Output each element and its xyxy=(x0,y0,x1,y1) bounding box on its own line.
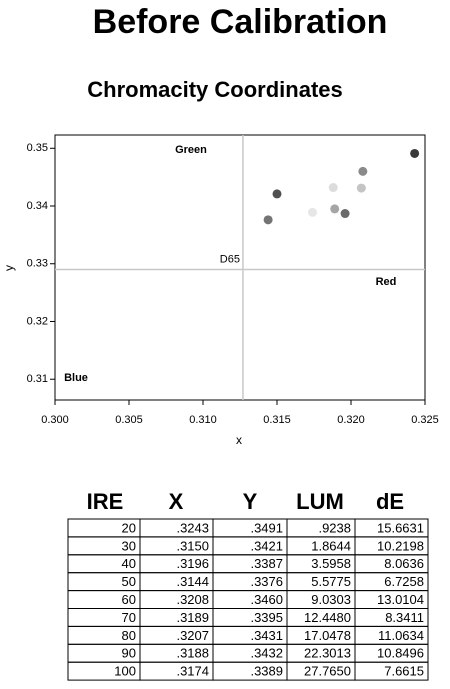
y-tick-label: 0.31 xyxy=(27,373,48,385)
data-point xyxy=(308,207,318,217)
y-tick-label: 0.32 xyxy=(27,315,48,327)
x-tick-label: 0.300 xyxy=(41,414,69,426)
table-value: 5.5775 xyxy=(311,574,351,589)
table-value: .9238 xyxy=(318,520,351,535)
data-point xyxy=(328,183,338,193)
table-value: 11.0634 xyxy=(378,628,424,643)
table-value: 20 xyxy=(122,520,136,535)
plot-frame xyxy=(54,134,426,401)
table-value: .3387 xyxy=(250,556,283,571)
table-value: 17.0478 xyxy=(304,628,351,643)
table-value: 3.5958 xyxy=(311,556,351,571)
y-tick-label: 0.35 xyxy=(27,142,48,154)
table-value: .3188 xyxy=(176,646,209,661)
table-value: 8.3411 xyxy=(385,610,424,625)
table-value: .3460 xyxy=(250,592,283,607)
table-header: IRE xyxy=(87,489,124,514)
table-value: .3389 xyxy=(250,664,283,679)
table-value: 6.7258 xyxy=(384,574,424,589)
data-point xyxy=(330,204,340,214)
table-value: .3432 xyxy=(250,646,283,661)
x-axis-label: x xyxy=(236,433,242,447)
y-tick-label: 0.33 xyxy=(27,258,48,270)
data-point xyxy=(356,183,366,193)
table-value: .3243 xyxy=(176,520,209,535)
table-value: .3144 xyxy=(176,574,209,589)
table-value: 27.7650 xyxy=(304,664,351,679)
table-value: 22.3013 xyxy=(304,646,351,661)
table-value: 15.6631 xyxy=(377,520,424,535)
page-title: Before Calibration xyxy=(93,3,388,41)
table-value: .3376 xyxy=(250,574,283,589)
table-value: .3196 xyxy=(176,556,209,571)
data-point xyxy=(272,189,282,199)
table-value: 70 xyxy=(122,610,136,625)
annotation: Red xyxy=(376,276,397,288)
table-header: dE xyxy=(376,489,404,514)
table-value: .3491 xyxy=(250,520,283,535)
annotation: Green xyxy=(175,144,207,156)
table-value: 12.4480 xyxy=(304,610,351,625)
table-value: .3395 xyxy=(250,610,283,625)
table-value: 50 xyxy=(122,574,136,589)
table-header: Y xyxy=(243,489,258,514)
table-value: .3174 xyxy=(176,664,209,679)
x-tick-label: 0.320 xyxy=(337,414,365,426)
table-value: .3431 xyxy=(250,628,283,643)
table-value: .3421 xyxy=(250,538,283,553)
table-value: 100 xyxy=(114,664,136,679)
chart-title: Chromacity Coordinates xyxy=(87,77,343,102)
table-value: 30 xyxy=(122,538,136,553)
table-value: 13.0104 xyxy=(377,592,424,607)
table-value: 90 xyxy=(122,646,136,661)
annotation: Blue xyxy=(64,372,88,384)
table-value: 10.8496 xyxy=(377,646,424,661)
y-axis-label: y xyxy=(2,265,16,271)
table-value: 60 xyxy=(122,592,136,607)
table-cell xyxy=(354,661,429,681)
data-point xyxy=(263,215,273,225)
y-tick-label: 0.34 xyxy=(27,200,48,212)
table-value: 40 xyxy=(122,556,136,571)
table-header: X xyxy=(169,489,184,514)
x-tick-label: 0.305 xyxy=(115,414,143,426)
table-value: .3150 xyxy=(176,538,209,553)
data-point xyxy=(340,209,350,219)
table-value: 8.0636 xyxy=(384,556,424,571)
table-value: 1.8644 xyxy=(311,538,351,553)
table-value: 7.6615 xyxy=(384,664,424,679)
x-tick-label: 0.310 xyxy=(189,414,217,426)
table-header: LUM xyxy=(296,489,344,514)
table-value: .3208 xyxy=(176,592,209,607)
table-value: .3207 xyxy=(176,628,209,643)
x-tick-label: 0.325 xyxy=(411,414,439,426)
data-point xyxy=(410,148,420,158)
reference-label: D65 xyxy=(220,253,240,265)
data-point xyxy=(358,166,368,176)
table-value: .3189 xyxy=(176,610,209,625)
table-value: 80 xyxy=(122,628,136,643)
x-tick-label: 0.315 xyxy=(263,414,291,426)
table-value: 10.2198 xyxy=(377,538,424,553)
table-value: 9.0303 xyxy=(311,592,351,607)
